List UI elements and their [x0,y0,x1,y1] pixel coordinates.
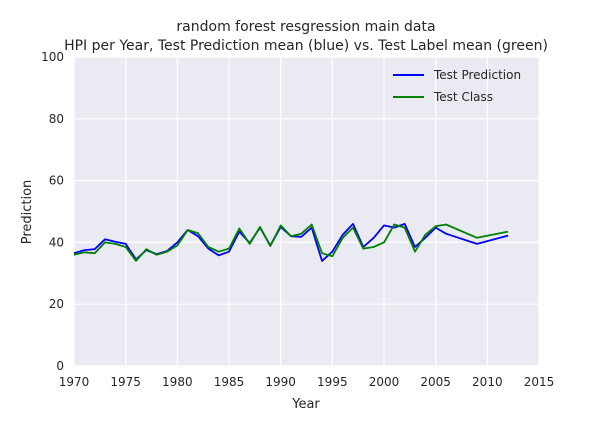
x-tick-1985: 1985 [214,375,245,389]
y-tick-100: 100 [41,50,64,64]
y-tick-0: 0 [56,359,64,373]
chart-title: random forest resgression main data [176,19,435,35]
y-axis-label: Prediction [20,180,35,245]
x-tick-2015: 2015 [524,375,555,389]
series-lines [73,222,509,262]
x-tick-1970: 1970 [59,375,90,389]
legend-label-1: Test Prediction [433,68,521,82]
x-tick-1980: 1980 [162,375,193,389]
x-tick-1990: 1990 [265,375,296,389]
y-tick-labels: 0 20 40 60 80 100 [41,50,64,373]
y-tick-40: 40 [49,235,64,249]
x-tick-1995: 1995 [317,375,348,389]
y-tick-20: 20 [49,297,64,311]
chart-subtitle: HPI per Year, Test Prediction mean (blue… [64,38,548,54]
series-line-2 [73,223,509,262]
y-tick-60: 60 [49,174,64,188]
x-tick-2005: 2005 [420,375,451,389]
x-tick-2000: 2000 [369,375,400,389]
x-tick-labels: 1970 1975 1980 1985 1990 1995 2000 2005 2010 2015 [59,375,555,389]
x-tick-1975: 1975 [110,375,141,389]
y-tick-80: 80 [49,112,64,126]
grid-lines [73,56,540,367]
x-axis-label: Year [291,397,320,412]
legend: Test Prediction Test Class [393,68,521,104]
x-tick-2010: 2010 [472,375,503,389]
legend-label-2: Test Class [433,90,493,104]
plot-area [74,57,539,366]
